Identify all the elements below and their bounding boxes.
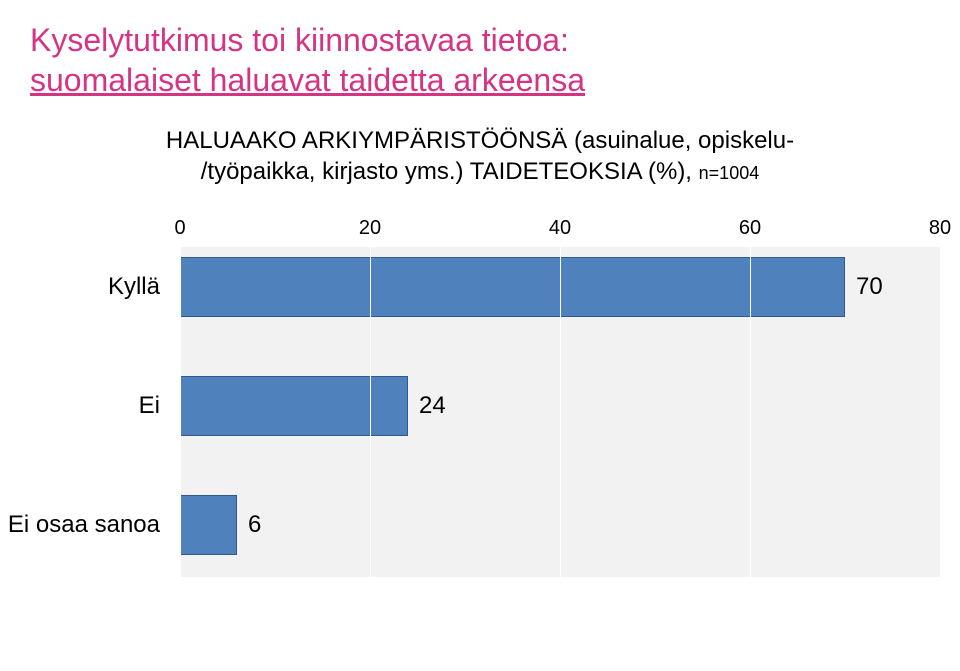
x-axis-tick: 20: [359, 217, 381, 240]
category-label: Ei: [139, 392, 180, 420]
gridline: [940, 247, 941, 577]
gridline: [370, 247, 371, 577]
gridline: [180, 247, 181, 577]
chart: 70Kyllä24Ei6Ei osaa sanoa 020406080: [180, 217, 940, 577]
x-axis-tick: 80: [929, 217, 951, 240]
title-block: Kyselytutkimus toi kiinnostavaa tietoa: …: [30, 20, 930, 100]
bar-value: 70: [844, 273, 883, 301]
bar: 6: [180, 495, 237, 555]
bar-value: 24: [407, 392, 446, 420]
chart-subtitle: HALUAAKO ARKIYMPÄRISTÖÖNSÄ (asuinalue, o…: [30, 125, 930, 187]
category-label: Kyllä: [108, 273, 180, 301]
bar: 24: [180, 376, 408, 436]
subtitle-line-1: HALUAAKO ARKIYMPÄRISTÖÖNSÄ (asuinalue, o…: [166, 127, 794, 154]
subtitle-line-2a: /työpaikka, kirjasto yms.) TAIDETEOKSIA …: [201, 158, 699, 185]
subtitle-n: n=1004: [699, 163, 760, 183]
title-line-1: Kyselytutkimus toi kiinnostavaa tietoa:: [30, 20, 930, 60]
category-label: Ei osaa sanoa: [8, 511, 180, 539]
x-axis-tick: 60: [739, 217, 761, 240]
gridline: [750, 247, 751, 577]
title-line-2: suomalaiset haluavat taidetta arkeensa: [30, 60, 930, 100]
bar: 70: [180, 257, 845, 317]
bar-value: 6: [236, 511, 261, 539]
gridline: [560, 247, 561, 577]
x-axis-tick: 0: [174, 217, 185, 240]
x-axis-tick: 40: [549, 217, 571, 240]
